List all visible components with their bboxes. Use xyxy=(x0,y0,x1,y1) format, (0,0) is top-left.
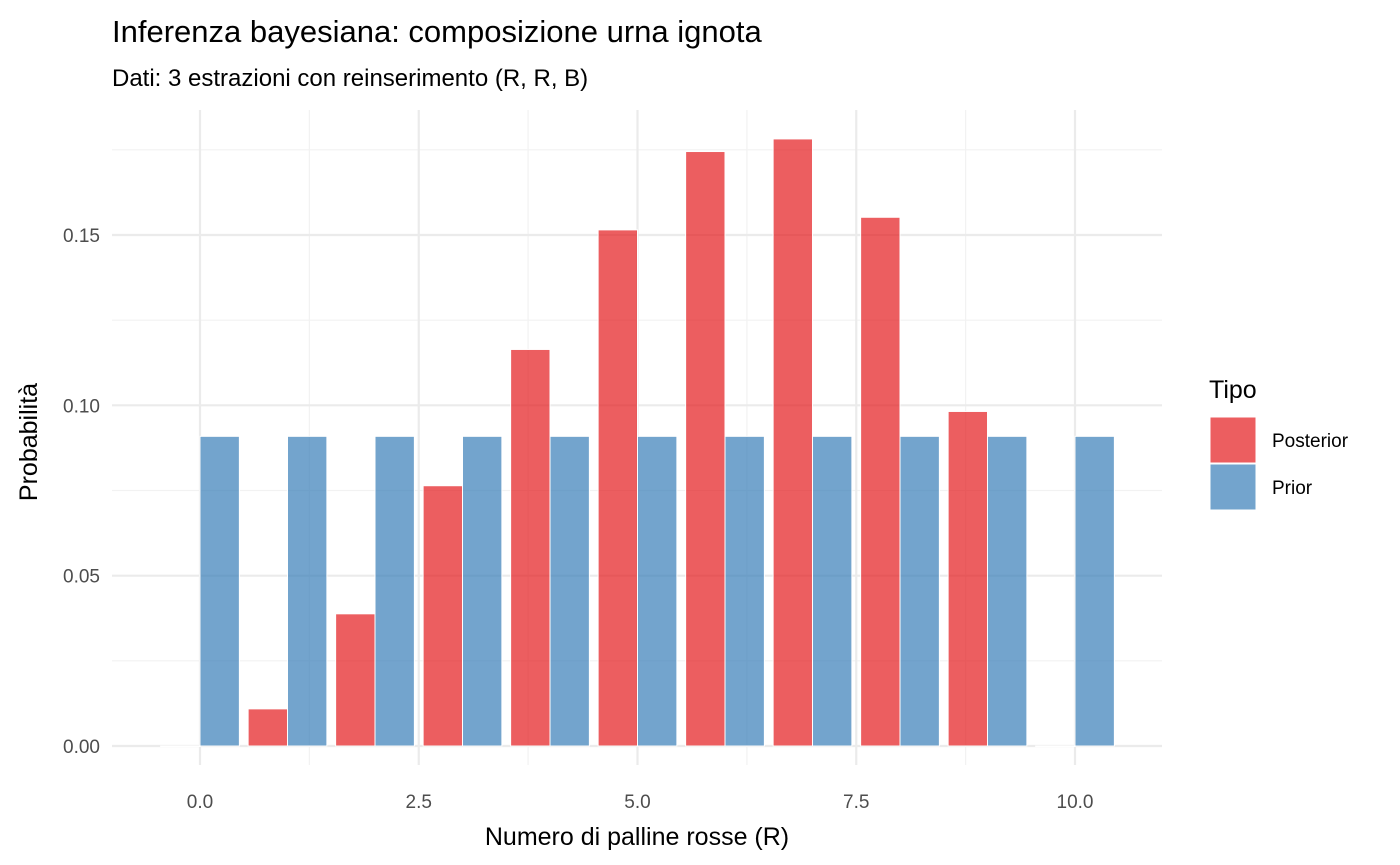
bar-prior xyxy=(462,435,503,747)
legend-key-prior xyxy=(1209,463,1257,511)
bar-prior xyxy=(549,435,590,747)
legend-label: Posterior xyxy=(1272,431,1349,452)
y-axis-ticks: 0.00 0.05 0.10 0.15 xyxy=(63,226,100,758)
legend-title: Tipo xyxy=(1209,376,1257,404)
bar-prior xyxy=(899,435,940,747)
bar-prior xyxy=(724,435,765,747)
bar-posterior xyxy=(860,216,901,747)
legend-key-posterior xyxy=(1209,416,1257,464)
y-tick-label: 0.00 xyxy=(63,737,100,758)
bar-prior xyxy=(1074,435,1115,747)
y-tick-label: 0.15 xyxy=(63,226,100,247)
bars xyxy=(160,138,1115,747)
bar-posterior xyxy=(247,708,288,747)
x-tick-label: 0.0 xyxy=(187,792,213,813)
bar-posterior xyxy=(597,229,638,747)
bar-prior xyxy=(287,435,328,747)
x-tick-label: 10.0 xyxy=(1057,792,1094,813)
y-axis-title: Probabilità xyxy=(15,383,43,501)
bar-prior xyxy=(987,435,1028,747)
bar-posterior xyxy=(422,485,463,747)
chart-subtitle: Dati: 3 estrazioni con reinserimento (R,… xyxy=(112,65,588,92)
x-axis-ticks: 0.0 2.5 5.0 7.5 10.0 xyxy=(187,792,1094,813)
legend-label: Prior xyxy=(1272,478,1313,499)
bar-prior xyxy=(199,435,240,747)
x-tick-label: 5.0 xyxy=(624,792,650,813)
bar-posterior xyxy=(335,613,376,747)
bar-prior xyxy=(637,435,678,747)
chart-title: Inferenza bayesiana: composizione urna i… xyxy=(112,14,762,49)
bar-posterior xyxy=(1035,745,1076,747)
y-tick-label: 0.10 xyxy=(63,396,100,417)
x-tick-label: 7.5 xyxy=(843,792,869,813)
x-axis-title: Numero di palline rosse (R) xyxy=(485,823,789,851)
bar-posterior xyxy=(947,410,988,747)
legend: Tipo Posterior Prior xyxy=(1209,376,1349,511)
bar-posterior xyxy=(685,151,726,747)
bar-prior xyxy=(812,435,853,747)
bar-posterior xyxy=(160,745,201,747)
bar-prior xyxy=(374,435,415,747)
x-tick-label: 2.5 xyxy=(406,792,432,813)
bar-posterior xyxy=(772,138,813,747)
y-tick-label: 0.05 xyxy=(63,567,100,588)
bar-posterior xyxy=(510,348,551,747)
